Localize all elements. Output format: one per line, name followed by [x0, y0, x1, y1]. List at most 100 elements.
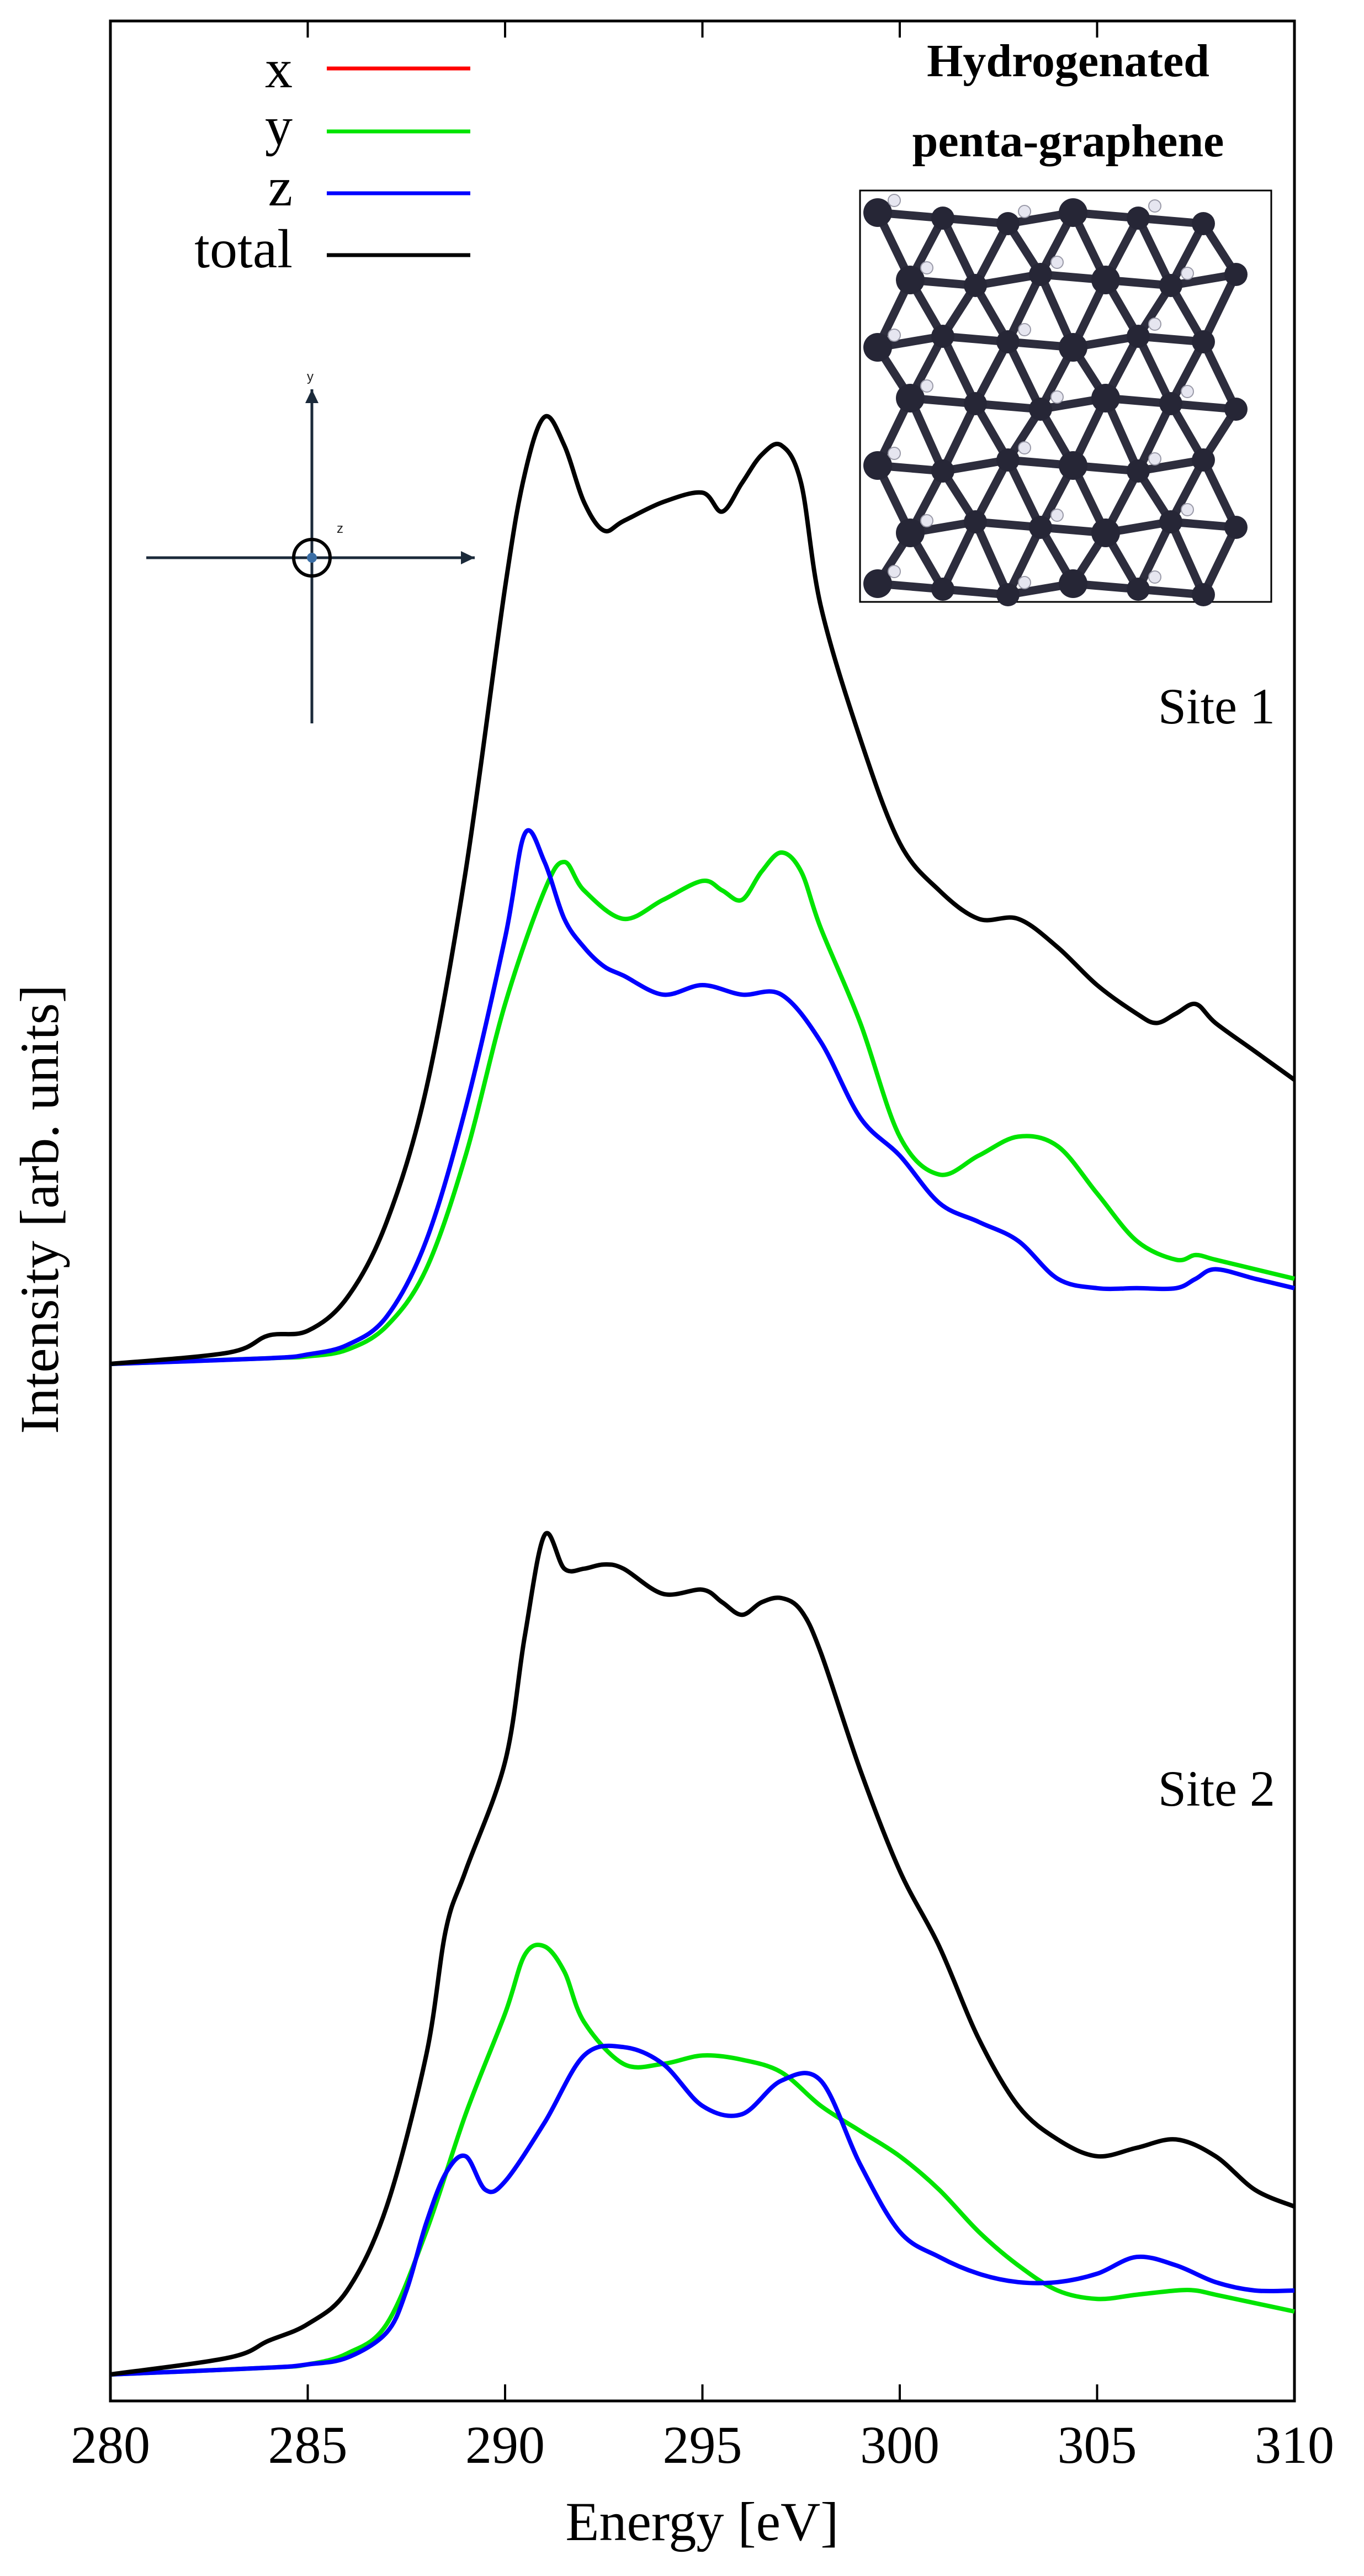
carbon-atom [964, 510, 987, 533]
carbon-atom [1192, 448, 1215, 472]
hydrogen-atom [1148, 452, 1161, 466]
bond [971, 219, 1012, 290]
carbon-atom [1059, 198, 1087, 227]
bond [1166, 517, 1208, 599]
bond [1134, 517, 1175, 594]
hydrogen-atom [1181, 267, 1194, 280]
hydrogen-atom [888, 565, 901, 578]
carbon-atom [931, 325, 954, 348]
hydrogen-atom [1050, 390, 1064, 404]
hydrogen-atom [1148, 570, 1161, 584]
hydrogen-atom [1018, 576, 1031, 589]
site-1-total-curve [110, 414, 1296, 1366]
bond [1004, 337, 1045, 414]
bond [938, 214, 980, 290]
bond [971, 337, 1012, 408]
carbon-atom [931, 459, 954, 483]
hydrogen-atom [888, 329, 901, 342]
carbon-atom [1029, 516, 1052, 539]
x-tick-label: 310 [1255, 2415, 1334, 2474]
carbon-atom [1159, 392, 1182, 415]
carbon-atom [931, 207, 954, 230]
hydrogen-atom [1148, 318, 1161, 331]
hydrogen-atom [1018, 441, 1031, 454]
carbon-atom [896, 519, 925, 547]
legend-item-z: z [268, 156, 470, 218]
x-tick-label: 280 [71, 2415, 150, 2474]
hydrogen-atom [888, 447, 901, 460]
carbon-atom [1224, 398, 1248, 421]
carbon-atom [1127, 325, 1150, 348]
carbon-atom [1224, 263, 1248, 286]
hydrogen-atom [1181, 503, 1194, 516]
legend: x y z total [194, 38, 470, 279]
hydrogen-atom [1050, 509, 1064, 522]
y-axis-title: Intensity [arb. units] [9, 985, 70, 1434]
hydrogen-atom [920, 261, 933, 274]
carbon-atom [964, 274, 987, 297]
carbon-atom [1224, 516, 1248, 539]
legend-item-x: x [265, 38, 470, 99]
carbon-atom [896, 266, 925, 294]
bond [1134, 399, 1175, 475]
legend-label-y: y [265, 96, 293, 157]
carbon-atom [1091, 519, 1120, 547]
carbon-atom [964, 392, 987, 415]
x-tick-label: 295 [663, 2415, 742, 2474]
carbon-atom [1127, 459, 1150, 483]
site-2-label: Site 2 [1158, 1760, 1275, 1817]
carbon-atom [863, 198, 892, 227]
carbon-atom [863, 333, 892, 362]
carbon-atom [996, 330, 1020, 353]
carbon-atom [863, 569, 892, 598]
carbon-atom [1159, 510, 1182, 533]
x-tick-label: 290 [465, 2415, 545, 2474]
bond [938, 517, 980, 594]
legend-item-total: total [194, 218, 470, 279]
bond [1199, 523, 1240, 599]
site-2-total-curve [110, 1531, 1296, 2377]
molecular-structure-image [859, 189, 1272, 606]
bond [1166, 456, 1208, 526]
carbon-atom [1127, 207, 1150, 230]
carbon-atom [1059, 569, 1087, 598]
carbon-atom [996, 448, 1020, 472]
bond [1134, 332, 1175, 408]
axes-icon-label-y: y [307, 369, 314, 384]
site-1-y-curve [110, 850, 1295, 1366]
hydrogen-atom [920, 514, 933, 527]
hydrogen-atom [1050, 256, 1064, 269]
hydrogen-atom [1018, 323, 1031, 336]
carbon-atom [1029, 263, 1052, 286]
hydrogen-atom [1181, 385, 1194, 398]
bond [1199, 337, 1240, 414]
carbon-atom [1029, 398, 1052, 421]
x-axis-title: Energy [eV] [565, 2491, 838, 2552]
legend-label-z: z [268, 156, 293, 218]
carbon-atom [1091, 266, 1120, 294]
legend-label-total: total [194, 218, 293, 279]
inset-title-line-1: Hydrogenated [927, 35, 1209, 87]
x-tick-label: 300 [860, 2415, 940, 2474]
legend-label-x: x [265, 38, 293, 99]
axes-icon-label-z: z [337, 521, 343, 536]
bond [971, 517, 1012, 599]
x-tick-label: 305 [1058, 2415, 1137, 2474]
hydrogen-atom [888, 194, 901, 207]
x-axis-ticks: 280 285 290 295 300 305 310 [71, 21, 1334, 2474]
carbon-atom [1059, 333, 1087, 362]
hydrogen-atom [1148, 199, 1161, 213]
coordinate-axes-icon: y z [146, 369, 475, 723]
bond [971, 456, 1012, 526]
bond [1166, 337, 1208, 408]
hydrogen-atom [920, 379, 933, 393]
bond [938, 399, 980, 475]
carbon-atom [896, 384, 925, 412]
bond [1004, 270, 1045, 346]
carbon-atom [1091, 384, 1120, 412]
bond [938, 332, 980, 408]
bond [1004, 523, 1045, 599]
carbon-atom [996, 212, 1020, 235]
site-1-label: Site 1 [1158, 678, 1275, 734]
